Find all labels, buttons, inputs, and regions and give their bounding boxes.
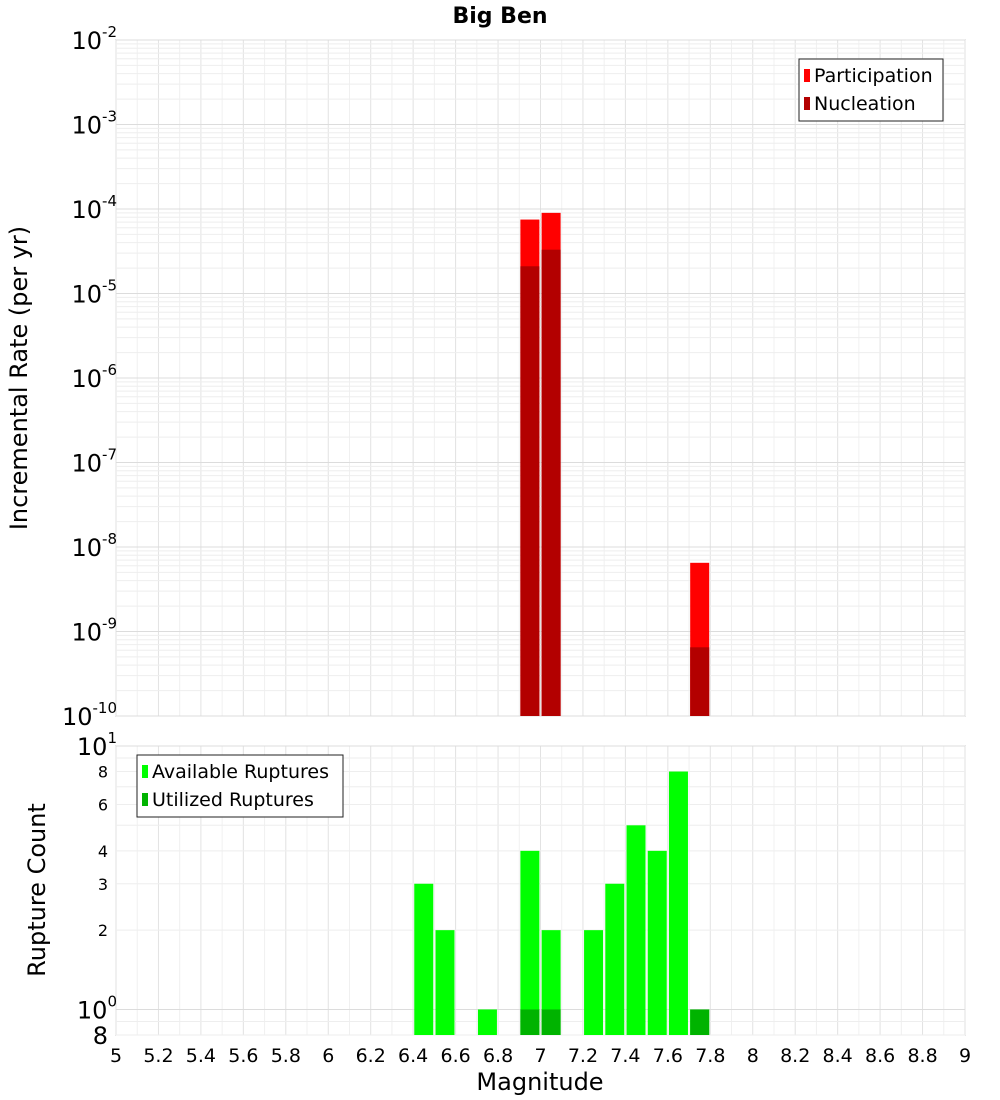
- x-tick-label: 6.4: [398, 1045, 428, 1067]
- y-tick-label: 10-6: [71, 361, 117, 393]
- x-tick-label: 5.8: [271, 1045, 301, 1067]
- legend-box: [136, 754, 344, 818]
- bottom-bars: [414, 771, 710, 1035]
- available-ruptures-bar: [647, 850, 667, 1035]
- chart-title: Big Ben: [452, 4, 547, 29]
- x-axis-label: Magnitude: [476, 1068, 603, 1096]
- y-tick-label: 10-8: [71, 530, 117, 562]
- utilized-ruptures-bar: [520, 1009, 540, 1035]
- y-tick-label: 8: [93, 1022, 108, 1050]
- y-tick-label: 10-5: [71, 277, 117, 309]
- available-ruptures-bar: [477, 1009, 497, 1035]
- bottom-legend: Available Ruptures Utilized Ruptures: [136, 754, 344, 818]
- legend-swatch: [804, 97, 810, 110]
- x-tick-label: 6: [322, 1045, 334, 1067]
- top-y-ticks: 10-2 10-3 10-4 10-5 10-6 10-7 10-8 10-9 10-10: [62, 23, 117, 731]
- y-tick-label: 10-3: [71, 108, 117, 140]
- x-tick-label: 7: [534, 1045, 546, 1067]
- top-grid: [115, 39, 966, 717]
- y-tick-label: 6: [98, 795, 108, 814]
- available-ruptures-bar: [414, 883, 434, 1035]
- top-y-axis-label: Incremental Rate (per yr): [5, 226, 33, 530]
- available-ruptures-bar: [605, 883, 625, 1035]
- bottom-y-axis-label: Rupture Count: [23, 803, 51, 977]
- nucleation-bar: [541, 249, 561, 716]
- x-tick-label: 7.6: [653, 1045, 683, 1067]
- utilized-ruptures-bar: [690, 1009, 710, 1035]
- legend-swatch: [804, 69, 810, 82]
- available-ruptures-bar: [584, 930, 604, 1035]
- x-tick-label: 5.2: [143, 1045, 173, 1067]
- y-tick-label: 10-9: [71, 615, 117, 647]
- available-ruptures-bar: [668, 771, 688, 1035]
- y-tick-label: 10-10: [62, 699, 117, 731]
- x-tick-label: 8.6: [865, 1045, 895, 1067]
- x-tick-label: 5.6: [228, 1045, 258, 1067]
- utilized-ruptures-bar: [541, 1009, 561, 1035]
- legend-entry: Available Ruptures: [152, 761, 329, 783]
- available-ruptures-bar: [541, 930, 561, 1035]
- x-ticks: 5 5.2 5.4 5.6 5.8 6 6.2 6.4 6.6 6.8 7 7.2 7.4 7.6 7.8 8…: [110, 1045, 971, 1067]
- top-bars: [520, 212, 710, 717]
- y-tick-label: 2: [98, 921, 108, 940]
- top-plot: 10-2 10-3 10-4 10-5 10-6 10-7 10-8 10-9 10-10 In…: [5, 23, 966, 731]
- x-tick-label: 7.4: [610, 1045, 640, 1067]
- y-tick-label: 8: [98, 763, 108, 782]
- x-tick-label: 5.4: [186, 1045, 216, 1067]
- x-tick-label: 8.8: [907, 1045, 937, 1067]
- x-tick-label: 9: [959, 1045, 971, 1067]
- legend-swatch: [142, 765, 148, 778]
- x-tick-label: 8: [747, 1045, 759, 1067]
- y-tick-label: 10-2: [71, 23, 117, 55]
- y-tick-label: 101: [77, 729, 117, 761]
- y-tick-label: 10-4: [71, 192, 117, 224]
- available-ruptures-bar: [435, 930, 455, 1035]
- legend-entry: Participation: [814, 65, 933, 87]
- x-tick-label: 7.8: [695, 1045, 725, 1067]
- x-tick-label: 6.2: [356, 1045, 386, 1067]
- x-tick-label: 7.2: [568, 1045, 598, 1067]
- available-ruptures-bar: [626, 825, 646, 1035]
- y-tick-label: 100: [77, 992, 117, 1024]
- x-tick-label: 6.8: [483, 1045, 513, 1067]
- legend-entry: Nucleation: [814, 93, 916, 115]
- y-tick-label: 10-7: [71, 446, 117, 478]
- legend-box: [798, 58, 944, 122]
- x-tick-label: 5: [110, 1045, 122, 1067]
- x-tick-label: 8.4: [823, 1045, 853, 1067]
- nucleation-bar: [690, 647, 710, 716]
- x-tick-label: 6.6: [440, 1045, 470, 1067]
- legend-swatch: [142, 793, 148, 806]
- legend-entry: Utilized Ruptures: [152, 789, 314, 811]
- y-tick-label: 4: [98, 842, 108, 861]
- available-ruptures-bar: [520, 850, 540, 1035]
- y-tick-label: 3: [98, 875, 108, 894]
- nucleation-bar: [520, 266, 540, 716]
- top-legend: Participation Nucleation: [798, 58, 944, 122]
- x-tick-label: 8.2: [780, 1045, 810, 1067]
